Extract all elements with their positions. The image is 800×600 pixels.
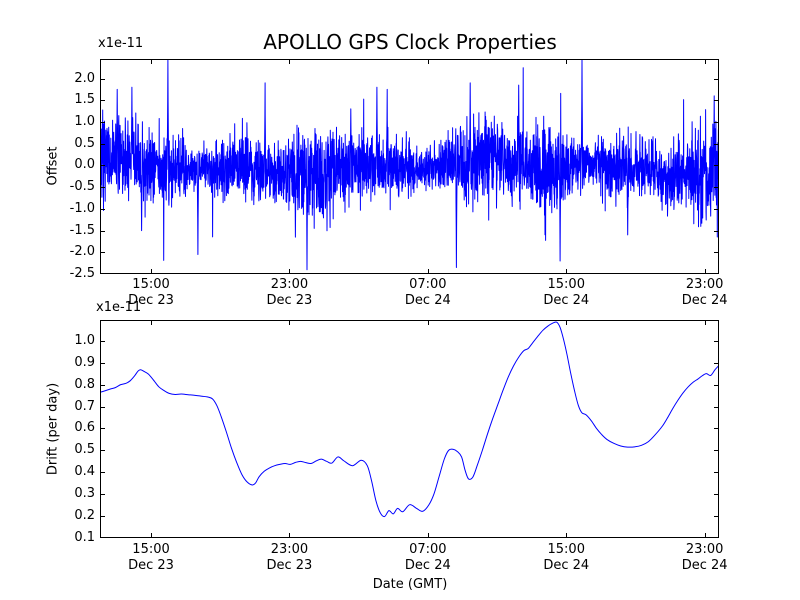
y-tick-label: 0.9 bbox=[74, 354, 95, 370]
x-tick-label: 15:00 Dec 23 bbox=[128, 542, 174, 574]
drift-series-line bbox=[100, 321, 719, 518]
y-tick-label: 0.4 bbox=[74, 464, 95, 480]
x-tick-label: 07:00 Dec 24 bbox=[405, 542, 451, 574]
axes-frame bbox=[100, 59, 719, 274]
y-tick-label: 1.0 bbox=[74, 332, 95, 348]
x-tick-time: 23:00 bbox=[270, 277, 309, 292]
y-tick-label: -2.0 bbox=[69, 244, 95, 260]
y-tick-label: 0.1 bbox=[74, 530, 95, 545]
offset-series-line bbox=[100, 59, 719, 271]
x-tick-date: Dec 24 bbox=[404, 558, 451, 573]
x-tick-time: 23:00 bbox=[270, 542, 309, 557]
y-tick-label: 0.3 bbox=[74, 486, 95, 502]
y-tick-label: 0.0 bbox=[74, 157, 95, 173]
y-tick-label: 0.8 bbox=[74, 376, 95, 392]
y-tick-label: 1.0 bbox=[74, 113, 95, 129]
y-tick-label: 1.5 bbox=[74, 92, 95, 108]
x-tick-label: 23:00 Dec 24 bbox=[682, 277, 728, 309]
x-tick-time: 15:00 bbox=[132, 542, 170, 557]
x-tick-time: 15:00 bbox=[547, 277, 585, 292]
y-tick-label: 0.5 bbox=[74, 135, 95, 151]
x-tick-time: 23:00 bbox=[685, 542, 724, 557]
y-tick-label: 0.2 bbox=[74, 508, 95, 524]
x-tick-time: 07:00 bbox=[409, 277, 447, 292]
y-tick-label: -1.5 bbox=[69, 222, 95, 238]
x-tick-time: 07:00 bbox=[409, 542, 447, 557]
x-tick-date: Dec 23 bbox=[266, 293, 313, 308]
x-tick-label: 23:00 Dec 24 bbox=[682, 542, 728, 574]
x-tick-label: 23:00 Dec 23 bbox=[267, 542, 313, 574]
x-tick-date: Dec 23 bbox=[128, 293, 174, 308]
y-tick-label: 0.5 bbox=[74, 442, 95, 458]
y-tick-label: -0.5 bbox=[69, 179, 95, 195]
x-tick-label: 15:00 Dec 23 bbox=[128, 277, 174, 309]
y-tick-label: -2.5 bbox=[69, 266, 95, 281]
x-tick-time: 23:00 bbox=[685, 277, 724, 292]
x-axis-label: Date (GMT) bbox=[372, 577, 448, 592]
x-tick-label: 23:00 Dec 23 bbox=[267, 277, 313, 309]
y-tick-label: 0.7 bbox=[74, 398, 95, 414]
x-tick-label: 15:00 Dec 24 bbox=[543, 277, 589, 309]
x-tick-time: 15:00 bbox=[547, 542, 585, 557]
y-tick-label: 0.6 bbox=[74, 420, 95, 436]
x-tick-date: Dec 24 bbox=[681, 558, 728, 573]
y-tick-label: 2.0 bbox=[74, 70, 95, 86]
offset-scale-label: x1e-11 bbox=[98, 36, 144, 51]
x-tick-date: Dec 24 bbox=[543, 558, 590, 573]
offset-plot-area bbox=[100, 59, 719, 274]
x-tick-date: Dec 23 bbox=[128, 558, 174, 573]
tick-marks bbox=[101, 321, 718, 538]
x-tick-date: Dec 24 bbox=[404, 293, 451, 308]
x-tick-label: 07:00 Dec 24 bbox=[405, 277, 451, 309]
x-tick-time: 15:00 bbox=[132, 277, 170, 292]
drift-plot-area bbox=[100, 320, 719, 538]
y-tick-label: -1.0 bbox=[69, 200, 95, 216]
x-tick-date: Dec 24 bbox=[681, 293, 728, 308]
x-tick-label: 15:00 Dec 24 bbox=[543, 542, 589, 574]
drift-scale-label: x1e-11 bbox=[96, 300, 142, 315]
tick-marks bbox=[101, 60, 718, 274]
x-tick-date: Dec 23 bbox=[266, 558, 313, 573]
chart-title: APOLLO GPS Clock Properties bbox=[263, 30, 557, 54]
axes-frame bbox=[100, 320, 719, 538]
x-tick-date: Dec 24 bbox=[543, 293, 590, 308]
